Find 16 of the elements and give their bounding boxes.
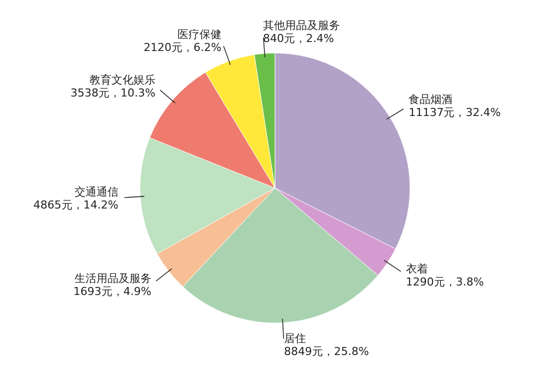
- slice-label: 其他用品及服务: [262, 18, 340, 32]
- slice-label: 食品烟酒: [408, 93, 453, 106]
- data-label: 1290元，3.8%: [406, 275, 484, 288]
- data-label: 8849元，25.8%: [284, 345, 369, 358]
- data-label: 4865元，14.2%: [33, 198, 118, 212]
- slice-label: 教育文化娱乐: [89, 74, 156, 87]
- data-label: 840元，2.4%: [262, 32, 334, 45]
- slice-label: 交通通信: [74, 185, 118, 198]
- slice-label: 生活用品及服务: [74, 272, 152, 286]
- slice-label: 衣着: [406, 262, 428, 276]
- data-label: 11137元，32.4%: [408, 106, 501, 120]
- slice-label: 居住: [284, 332, 306, 346]
- slice-label: 医疗保健: [178, 28, 222, 41]
- data-label: 2120元，6.2%: [144, 40, 222, 54]
- data-label: 3538元，10.3%: [70, 86, 156, 100]
- data-label: 1693元，4.9%: [73, 285, 152, 298]
